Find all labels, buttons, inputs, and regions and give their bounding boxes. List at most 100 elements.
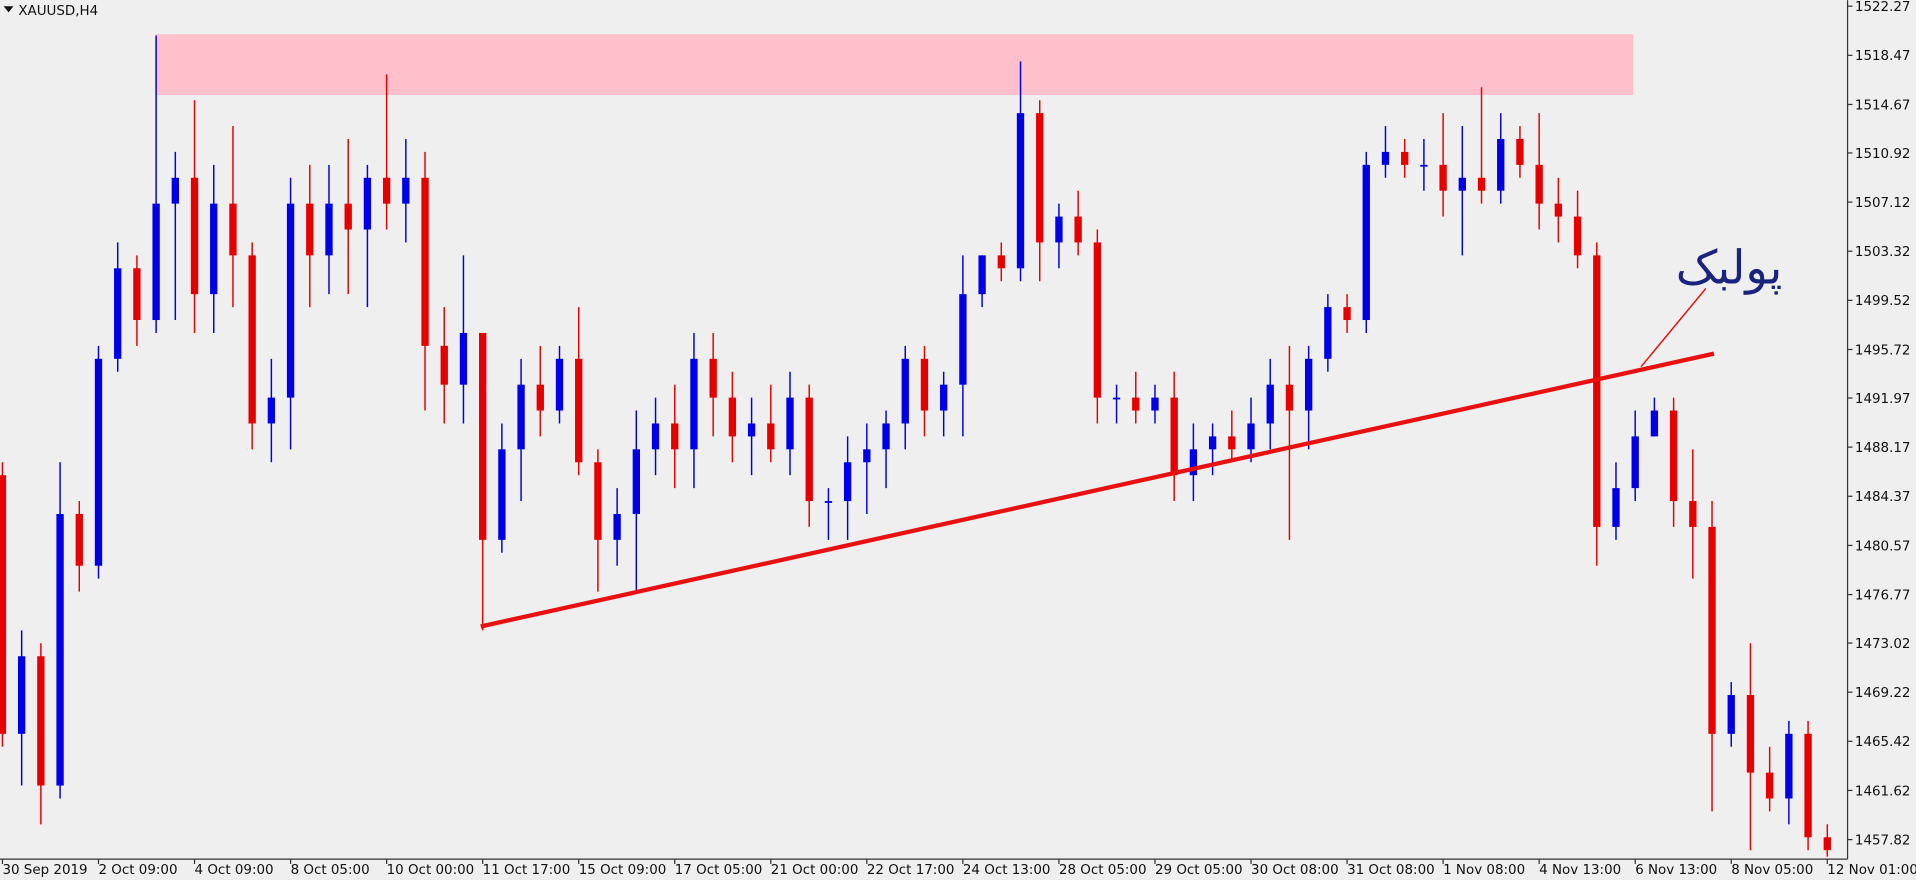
candle-body xyxy=(1304,358,1313,411)
menu-arrow[interactable] xyxy=(3,6,14,13)
candle-body xyxy=(1228,436,1236,450)
candle-body xyxy=(1247,423,1255,450)
candle-body xyxy=(1785,733,1793,799)
y-tick-label: 1503.32 xyxy=(1855,245,1911,260)
candle-body xyxy=(824,501,833,503)
candle-body xyxy=(421,177,429,346)
annotation-leader xyxy=(1640,288,1707,368)
candle-body xyxy=(498,449,506,540)
candle-body xyxy=(382,177,391,204)
y-tick-label: 1514.67 xyxy=(1855,98,1911,113)
candle-body xyxy=(1612,488,1620,527)
candle-body xyxy=(747,423,756,437)
y-tick-label: 1522.27 xyxy=(1855,0,1911,15)
candle-body xyxy=(1535,164,1543,204)
x-tick-label: 29 Oct 05:00 xyxy=(1155,863,1243,878)
candle-body xyxy=(479,332,487,540)
x-tick-label: 31 Oct 08:00 xyxy=(1347,863,1435,878)
candle-body xyxy=(1804,733,1812,838)
y-tick-label: 1473.02 xyxy=(1855,637,1911,652)
candle-body xyxy=(1343,307,1351,321)
candle-body xyxy=(1516,138,1524,165)
candle-body xyxy=(767,423,775,450)
x-tick-label: 21 Oct 00:00 xyxy=(771,863,859,878)
plot-area xyxy=(0,34,1831,857)
candle-body xyxy=(1016,113,1025,269)
candle-body xyxy=(1074,216,1082,243)
candle-body xyxy=(555,358,564,411)
candle-body xyxy=(133,268,141,321)
candle-body xyxy=(1458,177,1466,191)
x-tick-label: 1 Nov 08:00 xyxy=(1443,863,1525,878)
candle-body xyxy=(1401,151,1409,165)
candle-body xyxy=(325,203,333,256)
x-tick-label: 30 Oct 08:00 xyxy=(1251,863,1339,878)
candle-body xyxy=(286,203,295,398)
candle-body xyxy=(882,423,890,450)
candle-body xyxy=(114,268,122,359)
y-tick-label: 1484.37 xyxy=(1855,490,1911,505)
candle-body xyxy=(152,203,160,321)
y-tick-label: 1507.12 xyxy=(1855,196,1911,211)
candle-body xyxy=(959,294,967,385)
candle-body xyxy=(1727,695,1735,734)
candle-body xyxy=(786,397,794,450)
candle-body xyxy=(267,397,276,424)
candle-body xyxy=(1093,242,1102,398)
candle-body xyxy=(1708,526,1716,734)
candle-body xyxy=(805,397,813,502)
x-tick-label: 8 Oct 05:00 xyxy=(291,863,370,878)
candle-body xyxy=(344,203,352,230)
x-tick-label: 6 Nov 13:00 xyxy=(1635,863,1717,878)
candle-body xyxy=(1554,203,1563,217)
candle-body xyxy=(37,656,45,786)
trendline xyxy=(480,351,1715,629)
candle-body xyxy=(940,384,948,411)
candle-body xyxy=(1746,695,1755,773)
x-tick-label: 4 Oct 09:00 xyxy=(195,863,274,878)
candle-body xyxy=(402,177,410,204)
candle-body xyxy=(1497,138,1505,191)
candle-body xyxy=(1151,397,1159,411)
candle-body xyxy=(363,177,372,230)
candle-body xyxy=(1208,436,1217,450)
y-tick-label: 1488.17 xyxy=(1855,441,1911,456)
candle-body xyxy=(1631,436,1639,489)
y-tick-label: 1495.72 xyxy=(1855,343,1911,358)
candle-body xyxy=(248,255,256,424)
candle-body xyxy=(978,255,986,295)
candle-body xyxy=(1439,164,1447,191)
x-tick-label: 10 Oct 00:00 xyxy=(387,863,475,878)
candle-body xyxy=(459,332,468,385)
x-tick-label: 12 Nov 01:00 xyxy=(1827,863,1916,878)
candle-body xyxy=(901,358,909,424)
x-tick-label: 17 Oct 05:00 xyxy=(675,863,763,878)
candle-body xyxy=(1689,501,1697,527)
y-tick-label: 1510.92 xyxy=(1855,147,1911,162)
candle-body xyxy=(1823,837,1831,851)
y-tick-label: 1469.22 xyxy=(1855,686,1911,701)
candle-body xyxy=(1765,772,1774,799)
y-tick-label: 1499.52 xyxy=(1855,294,1911,309)
candle-body xyxy=(575,358,583,463)
candle-body xyxy=(863,449,871,463)
x-tick-label: 8 Nov 05:00 xyxy=(1731,863,1813,878)
candle-body xyxy=(1593,255,1601,527)
candle-body xyxy=(75,513,83,566)
candle-body xyxy=(1573,216,1582,256)
candle-body xyxy=(594,462,602,540)
candle-body xyxy=(1669,410,1678,502)
candle-body xyxy=(613,513,621,540)
candle-body xyxy=(632,449,641,514)
candle-body xyxy=(210,203,218,295)
y-tick-label: 1476.77 xyxy=(1855,588,1911,603)
candle-body xyxy=(1055,216,1063,243)
candle-body xyxy=(17,656,26,734)
candle-body xyxy=(171,177,179,204)
x-tick-label: 4 Nov 13:00 xyxy=(1539,863,1621,878)
candle-body xyxy=(1112,397,1121,400)
candle-body xyxy=(651,423,660,450)
x-tick-label: 28 Oct 05:00 xyxy=(1059,863,1147,878)
candle-body xyxy=(1362,164,1370,321)
